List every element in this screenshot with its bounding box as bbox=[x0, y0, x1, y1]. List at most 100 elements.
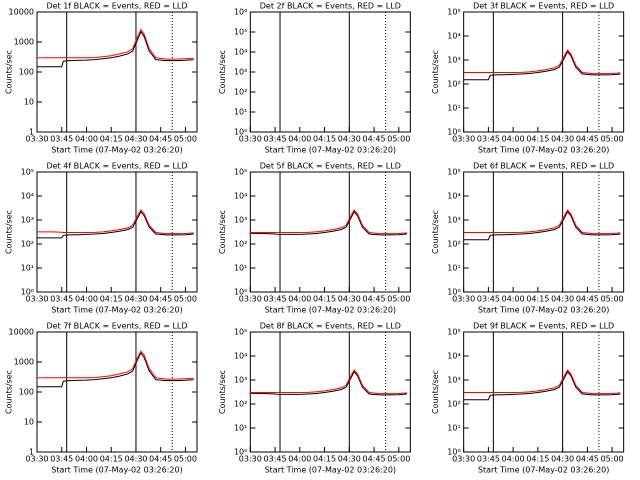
y-tick-label: 10² bbox=[447, 400, 460, 409]
y-axis-label: Counts/sec bbox=[5, 210, 14, 254]
x-tick-label: 04:30 bbox=[338, 135, 361, 144]
x-tick-label: 04:45 bbox=[149, 135, 172, 144]
series-line bbox=[463, 210, 621, 241]
x-tick-label: 04:00 bbox=[75, 135, 98, 144]
y-tick-label: 10³ bbox=[234, 68, 247, 77]
x-tick-label: 04:45 bbox=[576, 135, 599, 144]
x-axis-label: Start Time (07-May-02 03:26:20) bbox=[265, 146, 396, 155]
y-tick-label: 10³ bbox=[21, 216, 34, 225]
plot-frame bbox=[463, 331, 625, 453]
y-tick-label: 10⁰ bbox=[447, 288, 460, 297]
y-tick-label: 10⁰ bbox=[447, 128, 460, 137]
y-axis-label: Counts/sec bbox=[218, 50, 227, 94]
chart-title: Det 7f BLACK = Events, RED = LLD bbox=[46, 322, 187, 331]
x-tick-label: 05:00 bbox=[174, 135, 197, 144]
x-tick-label: 03:30 bbox=[452, 295, 475, 304]
x-tick-label: 03:45 bbox=[477, 295, 500, 304]
x-tick-label: 04:15 bbox=[100, 295, 123, 304]
y-tick-label: 1000 bbox=[14, 358, 34, 367]
y-tick-label: 10¹ bbox=[234, 108, 247, 117]
x-tick-label: 04:15 bbox=[100, 455, 123, 464]
y-axis-label: Counts/sec bbox=[431, 210, 440, 254]
x-tick-label: 03:30 bbox=[25, 295, 48, 304]
chart-title: Det 2f BLACK = Events, RED = LLD bbox=[260, 2, 401, 11]
y-axis-label: Counts/sec bbox=[431, 50, 440, 94]
x-tick-label: 03:45 bbox=[264, 455, 287, 464]
x-tick-label: 04:00 bbox=[288, 135, 311, 144]
x-tick-label: 04:45 bbox=[576, 455, 599, 464]
y-axis-label: Counts/sec bbox=[5, 50, 14, 94]
y-tick-label: 100 bbox=[19, 68, 34, 77]
y-tick-label: 1 bbox=[29, 128, 34, 137]
x-tick-label: 04:30 bbox=[124, 455, 147, 464]
y-tick-label: 10¹ bbox=[447, 424, 460, 433]
x-tick-label: 05:00 bbox=[387, 295, 410, 304]
x-tick-label: 05:00 bbox=[174, 295, 197, 304]
y-axis-label: Counts/sec bbox=[431, 370, 440, 414]
y-tick-label: 10³ bbox=[447, 216, 460, 225]
x-tick-label: 04:30 bbox=[551, 295, 574, 304]
y-tick-label: 10³ bbox=[447, 376, 460, 385]
x-tick-label: 04:45 bbox=[149, 455, 172, 464]
x-tick-label: 04:45 bbox=[363, 455, 386, 464]
x-tick-label: 04:00 bbox=[502, 135, 525, 144]
y-tick-label: 10⁵ bbox=[21, 168, 34, 177]
x-tick-label: 03:45 bbox=[264, 295, 287, 304]
y-tick-label: 10¹ bbox=[447, 104, 460, 113]
chart-title: Det 9f BLACK = Events, RED = LLD bbox=[473, 322, 614, 331]
x-tick-label: 04:30 bbox=[551, 455, 574, 464]
x-tick-label: 04:15 bbox=[526, 135, 549, 144]
x-tick-label: 04:00 bbox=[502, 295, 525, 304]
x-tick-label: 04:15 bbox=[313, 455, 336, 464]
x-tick-label: 04:30 bbox=[124, 135, 147, 144]
x-tick-label: 03:30 bbox=[25, 135, 48, 144]
series-line bbox=[463, 369, 621, 395]
x-tick-label: 05:00 bbox=[174, 455, 197, 464]
x-tick-label: 04:00 bbox=[502, 455, 525, 464]
y-tick-label: 10³ bbox=[234, 376, 247, 385]
y-tick-label: 10¹ bbox=[234, 424, 247, 433]
y-tick-label: 100 bbox=[19, 388, 34, 397]
x-tick-label: 03:30 bbox=[239, 295, 262, 304]
plot-frame bbox=[36, 331, 198, 453]
x-tick-label: 04:15 bbox=[526, 455, 549, 464]
x-axis-label: Start Time (07-May-02 03:26:20) bbox=[265, 466, 396, 475]
series-line bbox=[463, 209, 621, 235]
y-axis-label: Counts/sec bbox=[218, 210, 227, 254]
x-axis-label: Start Time (07-May-02 03:26:20) bbox=[478, 466, 609, 475]
x-axis-label: Start Time (07-May-02 03:26:20) bbox=[51, 466, 182, 475]
y-tick-label: 1 bbox=[29, 448, 34, 457]
x-tick-label: 04:15 bbox=[313, 295, 336, 304]
y-tick-label: 10⁵ bbox=[234, 168, 247, 177]
series-line bbox=[250, 370, 408, 396]
x-tick-label: 03:30 bbox=[452, 455, 475, 464]
y-tick-label: 10000 bbox=[9, 8, 34, 17]
y-tick-label: 10⁴ bbox=[234, 192, 247, 201]
series-line bbox=[37, 350, 194, 380]
series-line bbox=[250, 369, 408, 395]
y-tick-label: 1000 bbox=[14, 38, 34, 47]
chart-title: Det 3f BLACK = Events, RED = LLD bbox=[473, 2, 614, 11]
y-tick-label: 10 bbox=[24, 98, 34, 107]
y-tick-label: 10⁴ bbox=[447, 192, 460, 201]
x-tick-label: 03:45 bbox=[477, 135, 500, 144]
x-axis-label: Start Time (07-May-02 03:26:20) bbox=[51, 146, 182, 155]
chart-title: Det 1f BLACK = Events, RED = LLD bbox=[46, 2, 187, 11]
x-tick-label: 04:45 bbox=[363, 135, 386, 144]
x-axis-label: Start Time (07-May-02 03:26:20) bbox=[51, 306, 182, 315]
series-line bbox=[37, 352, 194, 388]
y-tick-label: 10² bbox=[234, 240, 247, 249]
y-tick-label: 10⁵ bbox=[234, 28, 247, 37]
y-tick-label: 10⁰ bbox=[234, 288, 247, 297]
x-tick-label: 04:15 bbox=[313, 135, 336, 144]
x-tick-label: 04:00 bbox=[288, 455, 311, 464]
y-axis-label: Counts/sec bbox=[218, 370, 227, 414]
x-tick-label: 04:45 bbox=[576, 295, 599, 304]
x-tick-label: 04:00 bbox=[288, 295, 311, 304]
x-tick-label: 04:45 bbox=[149, 295, 172, 304]
series-line bbox=[463, 370, 621, 401]
x-tick-label: 04:00 bbox=[75, 455, 98, 464]
x-tick-label: 03:45 bbox=[50, 135, 73, 144]
